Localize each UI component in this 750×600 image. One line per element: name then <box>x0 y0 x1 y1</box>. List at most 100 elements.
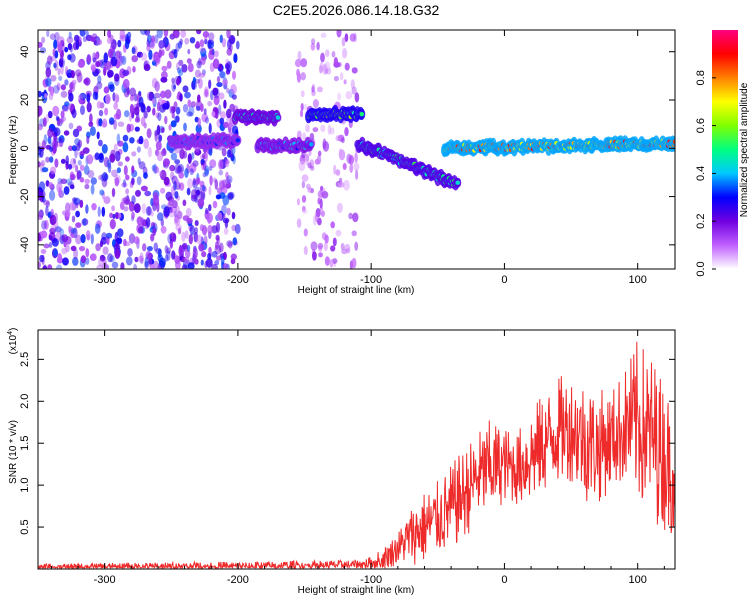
y-tick-label: -20 <box>19 189 31 205</box>
heatmap-noise-cell <box>103 86 110 94</box>
snr-y-ticks: 0.5 1.0 1.5 2.0 2.5 <box>19 352 675 535</box>
heatmap-noise-cell <box>122 179 127 188</box>
heatmap-noise-cell <box>207 252 212 260</box>
heatmap-noise-cell <box>140 116 146 127</box>
heatmap-noise-cell <box>90 184 95 195</box>
heatmap-noise-cell <box>219 71 226 79</box>
heatmap-noise-cell <box>85 230 91 241</box>
heatmap-noise-cell <box>45 67 52 78</box>
heatmap-noise-cell <box>95 243 101 252</box>
heatmap-noise-cell <box>227 39 232 50</box>
x-tick-label: -200 <box>227 274 249 286</box>
heatmap-noise-cell <box>186 58 192 64</box>
heatmap-noise-cell <box>197 77 203 89</box>
heatmap-noise-cell <box>318 252 323 258</box>
heatmap-noise-cell <box>69 184 75 190</box>
heatmap-noise-cell <box>208 204 212 212</box>
heatmap-noise-cell <box>152 52 159 63</box>
y-tick-label: 0 <box>19 145 31 151</box>
heatmap-noise-cell <box>119 34 127 42</box>
heatmap-noise-cell <box>86 92 91 103</box>
heatmap-noise-cell <box>80 150 85 156</box>
heatmap-noise-cell <box>177 163 184 174</box>
heatmap-noise-cell <box>321 191 329 199</box>
heatmap-noise-cell <box>187 48 191 55</box>
heatmap-noise-cell <box>335 135 341 142</box>
heatmap-noise-cell <box>150 264 156 269</box>
heatmap-noise-cell <box>312 99 319 108</box>
heatmap-noise-cell <box>302 206 306 213</box>
heatmap-noise-cell <box>330 221 336 229</box>
heatmap-noise-cell <box>223 121 229 128</box>
heatmap-noise-cell <box>158 39 166 49</box>
heatmap-noise-cell <box>194 69 201 78</box>
heatmap-noise-cell <box>345 91 353 100</box>
heatmap-noise-cell <box>196 234 203 245</box>
heatmap-noise-cell <box>305 124 310 133</box>
colorbar-tick-label: 0.6 <box>695 118 707 133</box>
heatmap-noise-cell <box>103 52 109 63</box>
heatmap-noise-cell <box>96 100 102 109</box>
heatmap-noise-cell <box>194 220 199 227</box>
heatmap-noise-cell <box>123 199 131 206</box>
heatmap-noise-cell <box>178 246 184 257</box>
heatmap-noise-cell <box>169 164 176 172</box>
heatmap-noise-cell <box>117 121 125 127</box>
heatmap-noise-cell <box>59 228 65 237</box>
heatmap-noise-cell <box>48 241 53 248</box>
heatmap-noise-cell <box>222 217 230 224</box>
heatmap-noise-cell <box>179 93 183 102</box>
heatmap-noise-cell <box>153 242 159 252</box>
heatmap-noise-cell <box>129 87 136 97</box>
heatmap-noise-cell <box>176 62 180 71</box>
heatmap-noise-cell <box>142 243 147 252</box>
heatmap-noise-cell <box>301 195 307 203</box>
heatmap-noise-cell <box>152 107 156 116</box>
colorbar-tick-label: 0.2 <box>695 214 707 229</box>
heatmap-noise-cell <box>134 117 141 123</box>
heatmap-noise-cell <box>65 244 70 253</box>
heatmap-noise-cell <box>42 117 47 127</box>
heatmap-noise-cell <box>174 163 181 175</box>
heatmap-noise-cell <box>136 216 143 226</box>
heatmap-noise-cell <box>90 65 96 72</box>
heatmap-noise-cell <box>113 102 119 110</box>
heatmap-noise-cell <box>234 223 241 234</box>
heatmap-noise-cell <box>223 227 229 235</box>
heatmap-noise-cell <box>124 110 130 118</box>
heatmap-noise-cell <box>63 186 70 195</box>
heatmap-noise-cell <box>47 264 53 269</box>
heatmap-noise-cell <box>203 86 209 95</box>
heatmap-noise-cell <box>160 225 167 234</box>
heatmap-noise-cell <box>68 145 73 152</box>
heatmap-noise-cell <box>153 163 158 175</box>
heatmap-noise-cell <box>150 233 155 242</box>
heatmap-noise-cell <box>178 171 184 179</box>
heatmap-noise-cell <box>173 48 178 59</box>
heatmap-noise-cell <box>58 75 63 82</box>
heatmap-noise-cell <box>59 137 64 148</box>
heatmap-noise-cell <box>179 148 185 160</box>
heatmap-noise-cell <box>129 104 134 115</box>
heatmap-noise-cell <box>133 203 141 214</box>
heatmap-noise-cell <box>47 128 54 138</box>
heatmap-noise-cell <box>146 105 151 113</box>
heatmap-noise-cell <box>66 36 74 44</box>
heatmap-noise-cell <box>319 187 326 196</box>
heatmap-noise-cell <box>182 199 187 207</box>
heatmap-noise-cell <box>146 128 152 139</box>
heatmap-noise-cell <box>297 50 302 61</box>
heatmap-noise-cell <box>105 232 113 239</box>
heatmap-noise-cell <box>52 105 60 117</box>
heatmap-noise-cell <box>160 90 166 99</box>
heatmap-noise-cell <box>344 127 349 137</box>
heatmap-noise-cell <box>174 191 179 199</box>
heatmap-noise-cell <box>45 205 49 216</box>
heatmap-noise-cell <box>215 255 222 261</box>
heatmap-noise-cell <box>67 54 72 61</box>
heatmap-noise-cell <box>226 207 231 216</box>
heatmap-noise-cell <box>214 179 218 190</box>
heatmap-noise-cell <box>352 212 359 223</box>
heatmap-noise-cell <box>317 242 324 250</box>
heatmap-noise-cell <box>199 47 207 53</box>
